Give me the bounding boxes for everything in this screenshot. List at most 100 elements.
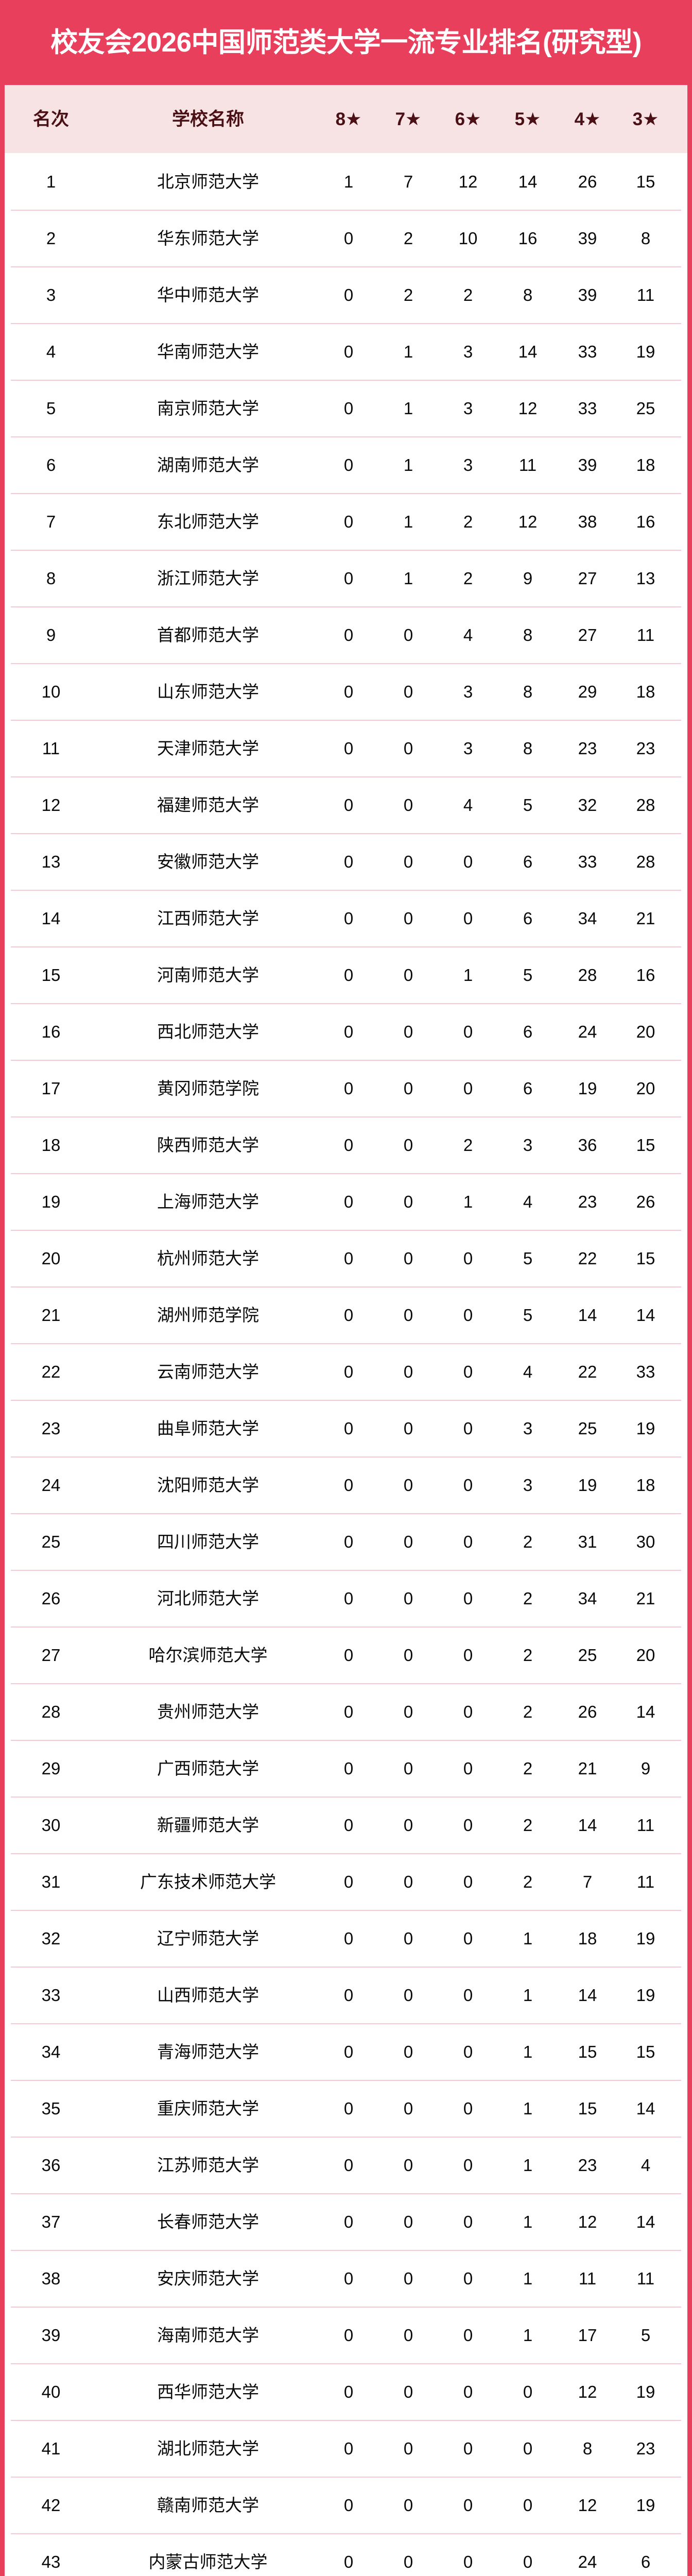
- cell-rank: 7: [46, 512, 56, 531]
- cell-5star: 5: [523, 1305, 533, 1325]
- cell-4star: 8: [582, 2438, 593, 2458]
- cell-7star: 0: [403, 2438, 413, 2458]
- cell-rank: 24: [41, 1475, 61, 1495]
- cell-rank: 20: [41, 1248, 61, 1268]
- cell-rank: 12: [41, 795, 61, 815]
- cell-4star: 34: [578, 908, 597, 928]
- table-row: 6 湖南师范大学 0 1 3 11 39 18: [5, 436, 687, 493]
- cell-7star: 0: [403, 1815, 413, 1835]
- cell-school: 江西师范大学: [157, 908, 259, 928]
- table-row: 14 江西师范大学 0 0 0 6 34 21: [5, 890, 687, 946]
- table-row: 3 华中师范大学 0 2 2 8 39 11: [5, 266, 687, 323]
- cell-3star: 21: [636, 908, 655, 928]
- table-row: 42 赣南师范大学 0 0 0 0 12 19: [5, 2477, 687, 2533]
- column-header-5star: 5★: [514, 109, 541, 129]
- cell-8star: 0: [343, 342, 354, 361]
- cell-8star: 0: [343, 512, 354, 531]
- cell-7star: 0: [403, 1928, 413, 1948]
- cell-8star: 0: [343, 1135, 354, 1155]
- cell-5star: 0: [523, 2495, 533, 2515]
- cell-5star: 0: [523, 2382, 533, 2401]
- cell-school: 浙江师范大学: [157, 568, 259, 588]
- cell-rank: 16: [41, 1022, 61, 1041]
- cell-8star: 0: [343, 1758, 354, 1778]
- cell-7star: 0: [403, 1022, 413, 1041]
- cell-8star: 0: [343, 2325, 354, 2345]
- column-header-8star: 8★: [335, 109, 362, 129]
- cell-7star: 0: [403, 2495, 413, 2515]
- cell-7star: 0: [403, 1305, 413, 1325]
- cell-8star: 0: [343, 2212, 354, 2231]
- cell-7star: 0: [403, 965, 413, 985]
- cell-4star: 38: [578, 512, 597, 531]
- cell-5star: 1: [523, 1928, 533, 1948]
- table-row: 2 华东师范大学 0 2 10 16 39 8: [5, 210, 687, 266]
- cell-8star: 0: [343, 2495, 354, 2515]
- cell-7star: 0: [403, 1248, 413, 1268]
- table-row: 25 四川师范大学 0 0 0 2 31 30: [5, 1513, 687, 1570]
- cell-5star: 2: [523, 1758, 533, 1778]
- cell-6star: 0: [463, 2268, 473, 2288]
- cell-rank: 37: [41, 2212, 61, 2231]
- cell-school: 青海师范大学: [157, 2042, 259, 2061]
- table-row: 4 华南师范大学 0 1 3 14 33 19: [5, 323, 687, 380]
- cell-3star: 20: [636, 1022, 655, 1041]
- cell-5star: 3: [523, 1418, 533, 1438]
- table-row: 38 安庆师范大学 0 0 0 1 11 11: [5, 2250, 687, 2307]
- cell-3star: 14: [636, 1702, 655, 1721]
- cell-7star: 0: [403, 1588, 413, 1608]
- cell-3star: 16: [636, 965, 655, 985]
- cell-8star: 0: [343, 1022, 354, 1041]
- cell-4star: 18: [578, 1928, 597, 1948]
- table-row: 31 广东技术师范大学 0 0 0 2 7 11: [5, 1853, 687, 1910]
- table-row: 18 陕西师范大学 0 0 2 3 36 15: [5, 1116, 687, 1173]
- cell-school: 安徽师范大学: [157, 852, 259, 871]
- table-row: 26 河北师范大学 0 0 0 2 34 21: [5, 1570, 687, 1626]
- cell-4star: 24: [578, 1022, 597, 1041]
- cell-7star: 2: [403, 228, 413, 248]
- cell-rank: 22: [41, 1362, 61, 1381]
- cell-4star: 25: [578, 1418, 597, 1438]
- table-row: 22 云南师范大学 0 0 0 4 22 33: [5, 1343, 687, 1400]
- cell-3star: 19: [636, 1418, 655, 1438]
- cell-4star: 34: [578, 1588, 597, 1608]
- table-body: 1 北京师范大学 1 7 12 14 26 15 2 华东师范大学 0 2 10 16 39 8 3 华中师范大学…: [5, 153, 687, 2576]
- cell-5star: 1: [523, 2042, 533, 2061]
- cell-3star: 14: [636, 2098, 655, 2118]
- cell-5star: 1: [523, 1985, 533, 2005]
- cell-6star: 4: [463, 795, 473, 815]
- cell-8star: 0: [343, 1928, 354, 1948]
- column-header-3star: 3★: [632, 109, 659, 129]
- cell-3star: 30: [636, 1532, 655, 1551]
- cell-4star: 33: [578, 342, 597, 361]
- cell-6star: 0: [463, 1418, 473, 1438]
- cell-rank: 13: [41, 852, 61, 871]
- cell-6star: 0: [463, 1872, 473, 1891]
- cell-4star: 25: [578, 1645, 597, 1665]
- cell-8star: 0: [343, 795, 354, 815]
- cell-school: 华中师范大学: [157, 285, 259, 304]
- cell-6star: 2: [463, 568, 473, 588]
- cell-3star: 9: [641, 1758, 651, 1778]
- cell-8star: 0: [343, 1588, 354, 1608]
- cell-3star: 26: [636, 1192, 655, 1211]
- cell-6star: 2: [463, 512, 473, 531]
- table-row: 16 西北师范大学 0 0 0 6 24 20: [5, 1003, 687, 1060]
- cell-rank: 3: [46, 285, 56, 304]
- cell-rank: 41: [41, 2438, 61, 2458]
- cell-4star: 28: [578, 965, 597, 985]
- cell-3star: 19: [636, 2382, 655, 2401]
- cell-8star: 0: [343, 2098, 354, 2118]
- table-header-row: 名次 学校名称 8★ 7★ 6★ 5★ 4★ 3★: [5, 85, 687, 153]
- cell-school: 华东师范大学: [157, 228, 259, 248]
- cell-5star: 2: [523, 1532, 533, 1551]
- cell-4star: 14: [578, 1985, 597, 2005]
- cell-4star: 15: [578, 2042, 597, 2061]
- column-header-school: 学校名称: [171, 109, 244, 129]
- cell-7star: 0: [403, 1418, 413, 1438]
- cell-8star: 0: [343, 682, 354, 701]
- cell-school: 湖州师范学院: [157, 1305, 259, 1325]
- cell-3star: 28: [636, 852, 655, 871]
- cell-4star: 22: [578, 1362, 597, 1381]
- cell-4star: 11: [578, 2268, 597, 2288]
